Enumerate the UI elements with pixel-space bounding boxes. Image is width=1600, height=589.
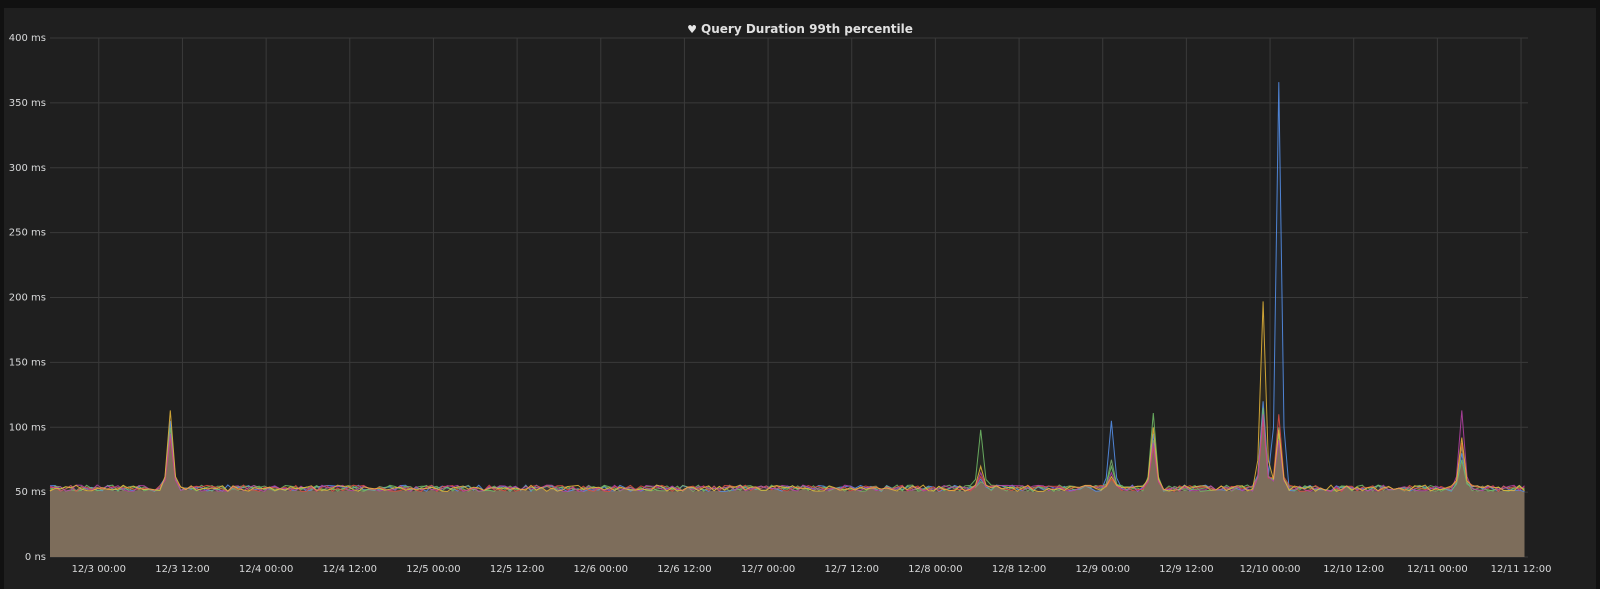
chart-grid (50, 37, 1528, 558)
x-tick-label: 12/9 00:00 (1075, 564, 1129, 575)
y-axis: 0 ns 50 ms 100 ms 150 ms 200 ms 250 ms 300 ms 3… (9, 33, 46, 563)
x-tick-label: 12/5 00:00 (406, 564, 460, 575)
x-tick-label: 12/8 00:00 (908, 564, 962, 575)
panel-title-text: Query Duration 99th percentile (701, 22, 913, 36)
y-tick-label: 250 ms (9, 228, 46, 239)
series-line (49, 410, 1525, 492)
series-line (49, 407, 1525, 493)
y-tick-label: 0 ns (25, 552, 46, 563)
x-tick-label: 12/4 00:00 (239, 564, 293, 575)
series-line (49, 82, 1525, 493)
series-line (49, 414, 1525, 493)
chart-area (50, 82, 1525, 557)
area-fill (50, 420, 1525, 557)
x-tick-label: 12/10 12:00 (1323, 564, 1384, 575)
series-fill (50, 414, 1525, 557)
series-line (49, 414, 1525, 493)
series-fill (50, 82, 1525, 557)
x-tick-label: 12/11 12:00 (1491, 564, 1552, 575)
x-tick-label: 12/7 00:00 (741, 564, 795, 575)
x-tick-label: 12/6 12:00 (657, 564, 711, 575)
y-tick-label: 350 ms (9, 98, 46, 109)
x-tick-label: 12/8 12:00 (992, 564, 1046, 575)
y-tick-label: 150 ms (9, 357, 46, 368)
x-tick-label: 12/4 12:00 (323, 564, 377, 575)
x-tick-label: 12/3 12:00 (155, 564, 209, 575)
x-axis: 12/3 00:00 12/3 12:00 12/4 00:00 12/4 12:00… (72, 564, 1552, 575)
y-tick-label: 300 ms (9, 163, 46, 174)
series-fill (50, 301, 1525, 557)
panel-title[interactable]: ♥ Query Duration 99th percentile (4, 22, 1596, 36)
x-tick-label: 12/6 00:00 (574, 564, 628, 575)
x-tick-label: 12/9 12:00 (1159, 564, 1213, 575)
y-tick-label: 400 ms (9, 33, 46, 44)
series-line (49, 301, 1525, 493)
heart-icon: ♥ (687, 23, 698, 36)
series-fill (50, 414, 1525, 557)
x-tick-label: 12/5 12:00 (490, 564, 544, 575)
y-tick-label: 200 ms (9, 293, 46, 304)
x-tick-label: 12/7 12:00 (825, 564, 879, 575)
chart-series-lines (49, 82, 1525, 493)
x-tick-label: 12/3 00:00 (72, 564, 126, 575)
x-tick-label: 12/10 00:00 (1240, 564, 1301, 575)
x-tick-label: 12/11 00:00 (1407, 564, 1468, 575)
series-fill (50, 410, 1525, 557)
y-tick-label: 50 ms (15, 487, 46, 498)
y-tick-label: 100 ms (9, 422, 46, 433)
